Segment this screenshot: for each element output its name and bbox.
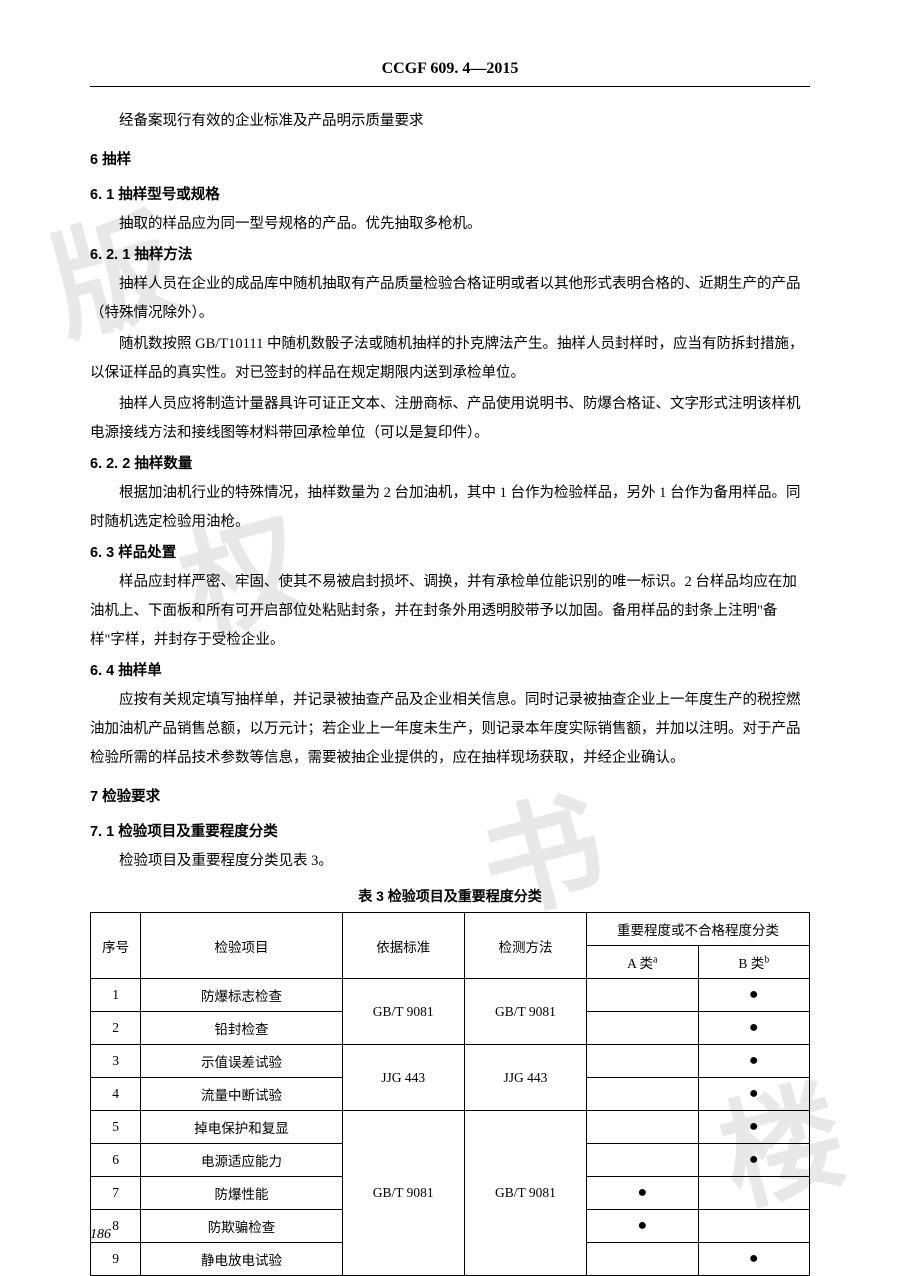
table-row: 1 防爆标志检查 GB/T 9081 GB/T 9081 ● <box>91 979 810 1012</box>
table-row: 3 示值误差试验 JJG 443 JJG 443 ● <box>91 1045 810 1078</box>
paragraph: 随机数按照 GB/T10111 中随机数骰子法或随机抽样的扑克牌法产生。抽样人员… <box>90 330 810 388</box>
paragraph: 抽样人员在企业的成品库中随机抽取有产品质量检验合格证明或者以其他形式表明合格的、… <box>90 270 810 328</box>
cell-b: ● <box>698 1111 809 1144</box>
cell-item: 示值误差试验 <box>141 1045 342 1078</box>
cell-b: ● <box>698 1045 809 1078</box>
cell-a <box>587 1144 698 1177</box>
table-caption: 表 3 检验项目及重要程度分类 <box>90 886 810 906</box>
cell-seq: 8 <box>91 1210 141 1243</box>
th-group: 重要程度或不合格程度分类 <box>587 913 810 946</box>
cell-item: 铅封检查 <box>141 1012 342 1045</box>
cell-method: GB/T 9081 <box>464 979 586 1045</box>
section-6-3-title: 6. 3 样品处置 <box>90 539 810 568</box>
cell-std: JJG 443 <box>342 1045 464 1111</box>
paragraph: 应按有关规定填写抽样单，并记录被抽查产品及企业相关信息。同时记录被抽查企业上一年… <box>90 686 810 773</box>
cell-b <box>698 1210 809 1243</box>
cell-item: 电源适应能力 <box>141 1144 342 1177</box>
cell-seq: 6 <box>91 1144 141 1177</box>
table-header-row: 序号 检验项目 依据标准 检测方法 重要程度或不合格程度分类 <box>91 913 810 946</box>
cell-a: ● <box>587 1210 698 1243</box>
th-item: 检验项目 <box>141 913 342 979</box>
cell-std: GB/T 9081 <box>342 1111 464 1276</box>
cell-b: ● <box>698 1144 809 1177</box>
cell-b: ● <box>698 1012 809 1045</box>
section-6-1-title: 6. 1 抽样型号或规格 <box>90 181 810 210</box>
cell-a <box>587 1243 698 1276</box>
cell-b <box>698 1177 809 1210</box>
th-method: 检测方法 <box>464 913 586 979</box>
cell-seq: 4 <box>91 1078 141 1111</box>
section-7-1-title: 7. 1 检验项目及重要程度分类 <box>90 818 810 847</box>
section-6-2-2-title: 6. 2. 2 抽样数量 <box>90 450 810 479</box>
paragraph: 抽样人员应将制造计量器具许可证正文本、注册商标、产品使用说明书、防爆合格证、文字… <box>90 390 810 448</box>
cell-b: ● <box>698 979 809 1012</box>
cell-a <box>587 1078 698 1111</box>
cell-seq: 5 <box>91 1111 141 1144</box>
document-header: CCGF 609. 4—2015 <box>90 60 810 87</box>
section-7-title: 7 检验要求 <box>90 783 810 812</box>
section-6-4-title: 6. 4 抽样单 <box>90 657 810 686</box>
cell-method: JJG 443 <box>464 1045 586 1111</box>
cell-method: GB/T 9081 <box>464 1111 586 1276</box>
cell-b: ● <box>698 1243 809 1276</box>
cell-seq: 1 <box>91 979 141 1012</box>
cell-a <box>587 1111 698 1144</box>
cell-seq: 9 <box>91 1243 141 1276</box>
table-row: 5 掉电保护和复显 GB/T 9081 GB/T 9081 ● <box>91 1111 810 1144</box>
paragraph: 检验项目及重要程度分类见表 3。 <box>90 847 810 876</box>
cell-item: 掉电保护和复显 <box>141 1111 342 1144</box>
cell-a <box>587 1045 698 1078</box>
section-6-2-1-title: 6. 2. 1 抽样方法 <box>90 241 810 270</box>
cell-seq: 7 <box>91 1177 141 1210</box>
cell-item: 防爆性能 <box>141 1177 342 1210</box>
cell-seq: 2 <box>91 1012 141 1045</box>
cell-std: GB/T 9081 <box>342 979 464 1045</box>
cell-a: ● <box>587 1177 698 1210</box>
th-class-b: B 类b <box>698 946 809 979</box>
th-seq: 序号 <box>91 913 141 979</box>
paragraph: 根据加油机行业的特殊情况，抽样数量为 2 台加油机，其中 1 台作为检验样品，另… <box>90 479 810 537</box>
cell-item: 流量中断试验 <box>141 1078 342 1111</box>
cell-item: 防爆标志检查 <box>141 979 342 1012</box>
cell-a <box>587 979 698 1012</box>
section-6-title: 6 抽样 <box>90 146 810 175</box>
cell-item: 防欺骗检查 <box>141 1210 342 1243</box>
inspection-table: 序号 检验项目 依据标准 检测方法 重要程度或不合格程度分类 A 类a B 类b… <box>90 912 810 1276</box>
cell-b: ● <box>698 1078 809 1111</box>
th-std: 依据标准 <box>342 913 464 979</box>
intro-line: 经备案现行有效的企业标准及产品明示质量要求 <box>90 107 810 136</box>
cell-seq: 3 <box>91 1045 141 1078</box>
cell-item: 静电放电试验 <box>141 1243 342 1276</box>
th-class-a: A 类a <box>587 946 698 979</box>
paragraph: 样品应封样严密、牢固、使其不易被启封损坏、调换，并有承检单位能识别的唯一标识。2… <box>90 568 810 655</box>
cell-a <box>587 1012 698 1045</box>
paragraph: 抽取的样品应为同一型号规格的产品。优先抽取多枪机。 <box>90 210 810 239</box>
